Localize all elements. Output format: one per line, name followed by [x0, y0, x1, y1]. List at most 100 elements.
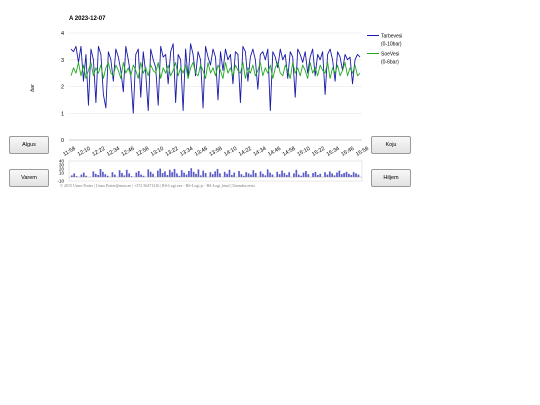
sub-bar: [216, 169, 219, 177]
sub-bar: [252, 170, 255, 177]
x-tick-label: 13:58: [209, 146, 224, 158]
sub-bar: [197, 169, 200, 177]
sub-bar: [123, 175, 126, 177]
sub-bar: [214, 171, 216, 177]
sub-bar: [324, 172, 326, 177]
sub-bar: [340, 174, 343, 177]
sub-bar: [188, 171, 190, 177]
sub-bar: [185, 174, 188, 177]
sub-bar: [355, 173, 357, 177]
sub-bar: [171, 172, 173, 177]
sub-bar: [178, 175, 181, 177]
x-tick-label: 14:10: [223, 146, 238, 158]
sub-bar: [111, 172, 114, 177]
sub-y-tick-label: 40: [59, 159, 65, 164]
sub-bar: [302, 172, 305, 177]
legend-label-tarbevesi: Tarbevesi: [381, 34, 402, 40]
sub-y-tick-label: -10: [57, 179, 64, 184]
sub-bar: [142, 175, 145, 177]
sub-bar: [283, 173, 286, 177]
sub-bar: [307, 174, 310, 177]
sub-bar: [317, 175, 319, 177]
sub-bar: [199, 175, 202, 177]
sub-bar: [240, 174, 243, 177]
sub-y-tick-label: 30: [59, 163, 65, 168]
sub-bar: [149, 171, 152, 177]
sub-bar: [113, 174, 116, 177]
sub-bar: [352, 172, 355, 177]
series-line-tarbevesi: [70, 43, 361, 114]
legend-label-soevesi: SoeVesi: [381, 52, 399, 58]
legend: Tarbevesi (0-10bar) SoeVesi (0-6bar): [367, 34, 402, 66]
sub-bar: [125, 169, 128, 177]
sub-bar: [348, 173, 350, 177]
legend-sub-tarbevesi: (0-10bar): [381, 42, 402, 48]
series: [70, 43, 361, 114]
sub-bar: [319, 173, 322, 177]
sub-bar: [92, 171, 95, 177]
sub-bar: [336, 172, 338, 177]
x-tick-label: 13:46: [194, 146, 209, 158]
sub-bar: [293, 173, 295, 177]
x-tick-label: 15:46: [340, 146, 355, 158]
sub-bar: [231, 175, 233, 177]
sub-bar: [140, 174, 142, 177]
sub-bar: [166, 175, 169, 177]
sub-bar: [202, 170, 205, 177]
sub-bar: [328, 171, 331, 177]
sub-bar: [80, 174, 83, 177]
sub-bar: [276, 171, 279, 177]
x-tick-label: 14:34: [252, 146, 267, 158]
sub-bar: [209, 172, 212, 177]
footer: © 2015 Urmo Potter | Urmo.Potter@mtm.ee …: [60, 183, 255, 188]
sub-bar: [300, 175, 302, 177]
sub-bar: [271, 174, 274, 177]
sub-bar: [343, 173, 345, 177]
sub-bar: [226, 173, 228, 177]
sub-bar: [254, 173, 257, 177]
y-tick-label: 3: [61, 58, 64, 64]
koju-button[interactable]: Koju: [371, 136, 411, 154]
sub-bar: [106, 175, 109, 177]
sub-bar: [71, 175, 73, 177]
algus-button[interactable]: Algus: [9, 136, 49, 154]
sub-bar: [357, 174, 360, 177]
sub-bar: [121, 173, 123, 177]
sub-bar: [278, 174, 281, 177]
sub-bar: [295, 169, 298, 177]
varem-button[interactable]: Varem: [9, 169, 49, 187]
sub-bar: [223, 171, 226, 177]
sub-bar: [247, 173, 250, 177]
sub-bar: [128, 173, 130, 177]
sub-bar: [288, 172, 291, 177]
sub-bar: [228, 169, 231, 177]
sub-bar: [180, 170, 183, 177]
sub-bar: [161, 173, 164, 177]
x-tick-label: 12:58: [135, 146, 150, 158]
hiljem-button[interactable]: Hiljem: [371, 169, 411, 187]
sub-bar: [195, 173, 197, 177]
sub-bar: [333, 175, 336, 177]
grid: [69, 32, 362, 141]
series-line-soevesi: [70, 61, 361, 79]
sub-bar: [262, 173, 264, 177]
x-tick-label: 11:58: [62, 146, 77, 158]
sub-bar: [176, 173, 178, 177]
legend-sub-soevesi: (0-6bar): [381, 60, 399, 66]
sub-bar: [99, 169, 102, 177]
y-axis-label: bar: [30, 84, 36, 92]
sub-bar: [266, 169, 269, 177]
y-tick-label: 0: [61, 138, 64, 144]
x-tick-label: 15:34: [326, 146, 341, 158]
sub-bar: [118, 170, 121, 177]
x-tick-label: 15:10: [296, 146, 311, 158]
sub-chart-frame: [68, 160, 363, 182]
sub-bar: [82, 172, 85, 177]
x-tick-label: 13:34: [179, 146, 194, 158]
x-tick-label: 14:22: [238, 146, 253, 158]
sub-bar: [314, 171, 317, 177]
x-tick-label: 13:22: [165, 146, 180, 158]
x-tick-label: 12:10: [77, 146, 92, 158]
